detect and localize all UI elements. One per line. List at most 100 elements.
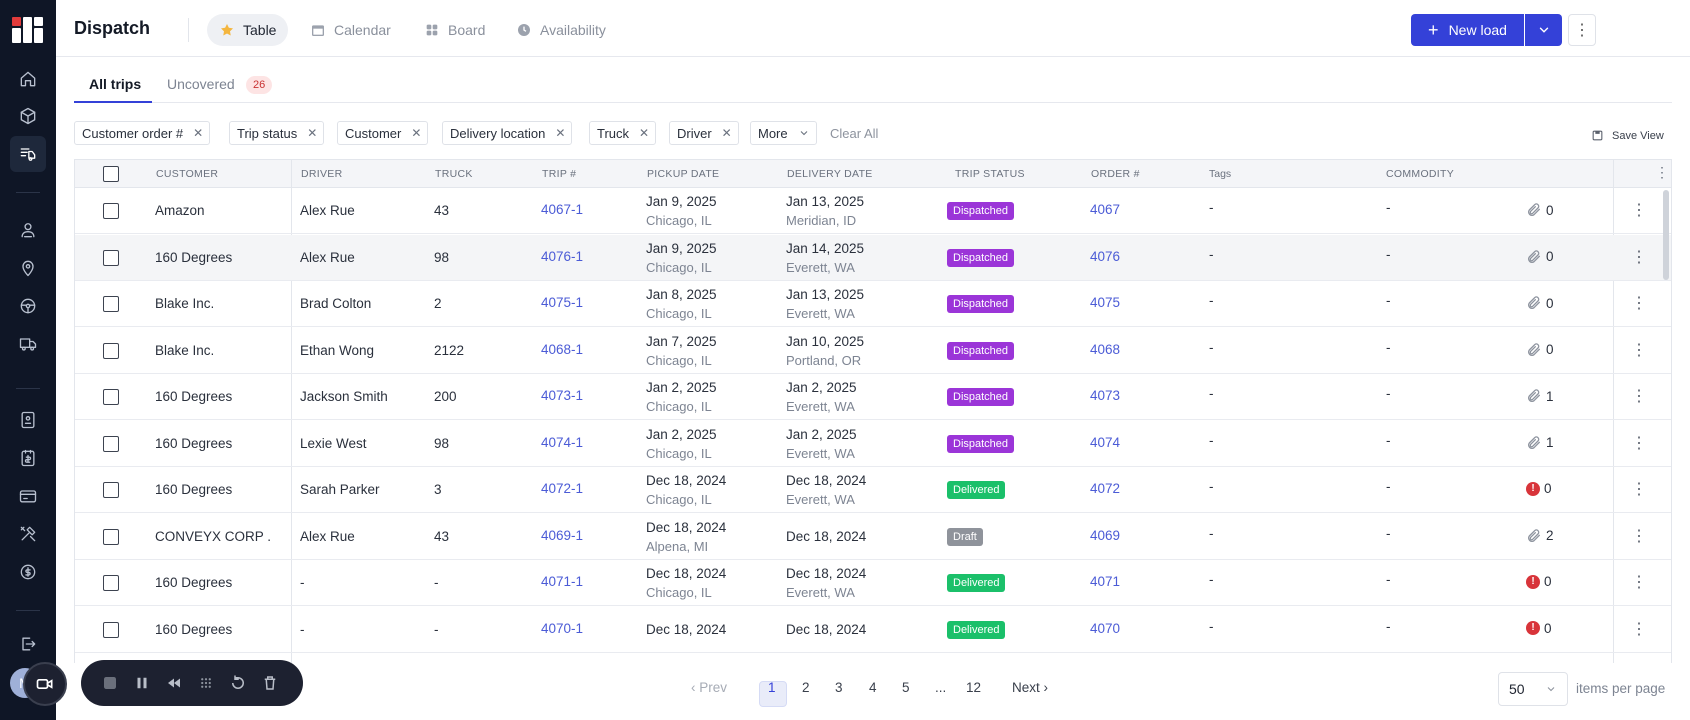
- attachments-count[interactable]: 1: [1526, 435, 1554, 451]
- row-checkbox[interactable]: [103, 621, 119, 638]
- column-header[interactable]: DELIVERY DATE: [787, 168, 873, 180]
- attachments-count[interactable]: ! 0: [1526, 481, 1552, 496]
- table-row[interactable]: 160 Degrees - - 4071-1 Dec 18, 2024 Chicago, …: [75, 560, 1671, 606]
- invoice-icon[interactable]: [16, 446, 40, 470]
- page-4[interactable]: 4: [869, 680, 877, 695]
- trip-link[interactable]: 4071-1: [541, 574, 584, 589]
- filter-chip-delivery-location[interactable]: Delivery location ✕: [442, 121, 573, 145]
- row-checkbox[interactable]: [103, 482, 119, 498]
- more-filters-dropdown[interactable]: More: [750, 121, 817, 145]
- prev-page-button[interactable]: ‹ Prev: [691, 680, 727, 695]
- order-link[interactable]: 4075: [1090, 295, 1121, 310]
- trip-link[interactable]: 4075-1: [541, 295, 584, 310]
- page-2[interactable]: 2: [802, 680, 810, 695]
- order-link[interactable]: 4072: [1090, 481, 1121, 496]
- attachments-count[interactable]: 0: [1526, 202, 1554, 218]
- column-header[interactable]: ORDER #: [1091, 168, 1140, 180]
- trip-link[interactable]: 4069-1: [541, 527, 584, 543]
- table-row[interactable]: 160 Degrees Lexie West 98 4074-1 Jan 2, 2025…: [75, 421, 1671, 467]
- attachments-count[interactable]: 1: [1526, 388, 1554, 404]
- row-actions-button[interactable]: ⋮: [1631, 527, 1647, 545]
- table-row[interactable]: 160 Degrees - - 4070-1 Dec 18, 2024 Dec 18, 2…: [75, 607, 1671, 653]
- row-actions-button[interactable]: ⋮: [1631, 481, 1647, 498]
- row-checkbox[interactable]: [103, 342, 119, 359]
- stop-icon[interactable]: [101, 674, 119, 692]
- table-row[interactable]: Blake Inc. Ethan Wong 2122 4068-1 Jan 7, 202…: [75, 328, 1671, 374]
- row-actions-button[interactable]: ⋮: [1631, 202, 1647, 219]
- logout-icon[interactable]: [16, 632, 40, 656]
- column-header[interactable]: TRIP STATUS: [955, 168, 1025, 180]
- order-link[interactable]: 4070: [1090, 620, 1121, 636]
- attachments-count[interactable]: 2: [1526, 528, 1554, 544]
- order-link[interactable]: 4073: [1090, 388, 1121, 403]
- attachments-count[interactable]: 0: [1526, 249, 1554, 265]
- dollar-icon[interactable]: [16, 560, 40, 584]
- table-row[interactable]: Amazon Alex Rue 43 4067-1 Jan 9, 2025 Chicago…: [75, 188, 1671, 234]
- save-view-button[interactable]: Save View: [1591, 129, 1664, 142]
- row-checkbox[interactable]: [103, 575, 119, 591]
- close-icon[interactable]: ✕: [639, 126, 650, 140]
- column-header[interactable]: COMMODITY: [1386, 168, 1455, 180]
- tab-uncovered[interactable]: Uncovered: [167, 76, 235, 92]
- attachments-count[interactable]: 0: [1526, 342, 1554, 358]
- row-actions-button[interactable]: ⋮: [1631, 295, 1647, 312]
- column-header[interactable]: DRIVER: [301, 168, 343, 180]
- clear-all-link[interactable]: Clear All: [830, 126, 879, 141]
- row-checkbox[interactable]: [103, 296, 119, 312]
- close-icon[interactable]: ✕: [193, 126, 204, 140]
- tab-all-trips[interactable]: All trips: [89, 76, 142, 92]
- app-logo[interactable]: [12, 14, 44, 46]
- close-icon[interactable]: ✕: [555, 126, 566, 140]
- row-actions-button[interactable]: ⋮: [1631, 434, 1647, 452]
- row-actions-button[interactable]: ⋮: [1631, 574, 1647, 591]
- tab-availability[interactable]: Availability: [504, 14, 618, 46]
- drag-handle-icon[interactable]: [197, 674, 215, 692]
- table-row[interactable]: Blake Inc. Brad Colton 2 4075-1 Jan 8, 2025 C…: [75, 281, 1671, 327]
- close-icon[interactable]: ✕: [411, 126, 422, 140]
- column-settings-icon[interactable]: ⋮: [1655, 164, 1670, 180]
- row-checkbox[interactable]: [103, 249, 119, 266]
- order-link[interactable]: 4068: [1090, 341, 1121, 357]
- filter-chip-customer-order[interactable]: Customer order # ✕: [74, 121, 211, 145]
- tools-icon[interactable]: [16, 522, 40, 546]
- vertical-scrollbar[interactable]: [1663, 190, 1669, 280]
- order-link[interactable]: 4069: [1090, 527, 1121, 543]
- trip-link[interactable]: 4070-1: [541, 620, 584, 636]
- trip-link[interactable]: 4068-1: [541, 341, 584, 357]
- trash-icon[interactable]: [261, 674, 279, 692]
- attachments-count[interactable]: ! 0: [1526, 621, 1552, 636]
- order-link[interactable]: 4074: [1090, 434, 1121, 450]
- row-checkbox[interactable]: [103, 203, 119, 219]
- tab-calendar[interactable]: Calendar: [298, 14, 403, 46]
- trip-link[interactable]: 4076-1: [541, 248, 584, 264]
- dispatch-icon[interactable]: [10, 136, 46, 172]
- page-12[interactable]: 12: [966, 680, 982, 695]
- column-header[interactable]: CUSTOMER: [156, 168, 219, 180]
- document-icon[interactable]: [16, 408, 40, 432]
- attachments-count[interactable]: 0: [1526, 295, 1554, 311]
- order-link[interactable]: 4076: [1090, 248, 1121, 264]
- camera-toggle-button[interactable]: [23, 662, 67, 706]
- per-page-select[interactable]: 50: [1498, 672, 1568, 706]
- pause-icon[interactable]: [133, 674, 151, 692]
- trip-link[interactable]: 4072-1: [541, 481, 584, 496]
- row-checkbox[interactable]: [103, 389, 119, 405]
- row-checkbox[interactable]: [103, 528, 119, 545]
- row-actions-button[interactable]: ⋮: [1631, 620, 1647, 638]
- page-5[interactable]: 5: [902, 680, 910, 695]
- truck-icon[interactable]: [16, 332, 40, 356]
- trip-link[interactable]: 4073-1: [541, 388, 584, 403]
- filter-chip-trip-status[interactable]: Trip status ✕: [229, 121, 325, 145]
- trip-link[interactable]: 4074-1: [541, 434, 584, 450]
- close-icon[interactable]: ✕: [307, 126, 318, 140]
- filter-chip-customer[interactable]: Customer ✕: [337, 121, 429, 145]
- restart-icon[interactable]: [229, 674, 247, 692]
- column-header[interactable]: Tags: [1209, 168, 1232, 180]
- order-link[interactable]: 4071: [1090, 574, 1121, 589]
- column-header[interactable]: PICKUP DATE: [647, 168, 720, 180]
- tab-board[interactable]: Board: [412, 14, 497, 46]
- column-header[interactable]: TRUCK: [435, 168, 473, 180]
- more-options-button[interactable]: ⋮: [1568, 14, 1596, 46]
- row-actions-button[interactable]: ⋮: [1631, 341, 1647, 359]
- users-icon[interactable]: [16, 218, 40, 242]
